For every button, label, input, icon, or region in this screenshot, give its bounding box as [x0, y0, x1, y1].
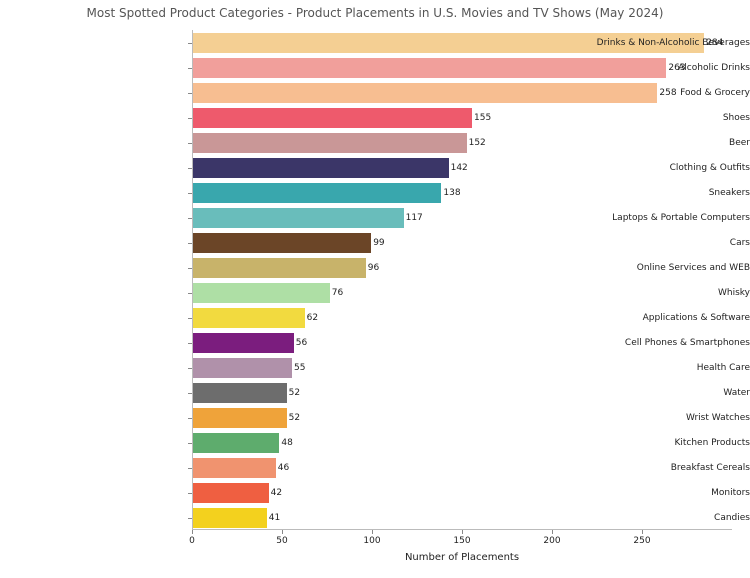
bar — [193, 308, 305, 328]
y-tick-label: Kitchen Products — [568, 436, 750, 450]
bar-value-label: 142 — [451, 158, 468, 178]
bar — [193, 383, 287, 403]
y-tick — [188, 343, 192, 344]
x-tick — [552, 530, 553, 534]
y-tick-label: Water — [568, 386, 750, 400]
x-tick-label: 50 — [276, 536, 287, 546]
bar — [193, 333, 294, 353]
bar-value-label: 52 — [289, 383, 300, 403]
x-tick-label: 100 — [363, 536, 380, 546]
bar — [193, 158, 449, 178]
y-tick-label: Drinks & Non-Alcoholic Beverages — [568, 36, 750, 50]
bar-value-label: 117 — [406, 208, 423, 228]
bar — [193, 358, 292, 378]
bar — [193, 458, 276, 478]
bar-value-label: 41 — [269, 508, 280, 528]
bar-value-label: 46 — [278, 458, 289, 478]
bar — [193, 208, 404, 228]
y-tick-label: Candies — [568, 511, 750, 525]
x-tick-label: 200 — [543, 536, 560, 546]
y-tick — [188, 368, 192, 369]
bar-value-label: 52 — [289, 408, 300, 428]
bar — [193, 183, 441, 203]
y-tick — [188, 43, 192, 44]
bar — [193, 108, 472, 128]
y-tick — [188, 93, 192, 94]
x-tick — [642, 530, 643, 534]
y-tick — [188, 493, 192, 494]
bar — [193, 133, 467, 153]
bar-value-label: 48 — [281, 433, 292, 453]
y-tick — [188, 418, 192, 419]
x-tick — [372, 530, 373, 534]
y-tick — [188, 243, 192, 244]
bar — [193, 408, 287, 428]
y-tick — [188, 318, 192, 319]
y-tick — [188, 293, 192, 294]
y-tick-label: Cars — [568, 236, 750, 250]
y-tick — [188, 218, 192, 219]
x-tick — [462, 530, 463, 534]
y-tick — [188, 468, 192, 469]
y-tick — [188, 393, 192, 394]
y-tick — [188, 443, 192, 444]
y-tick-label: Cell Phones & Smartphones — [568, 336, 750, 350]
y-tick-label: Applications & Software — [568, 311, 750, 325]
bar-value-label: 76 — [332, 283, 343, 303]
bar-value-label: 152 — [469, 133, 486, 153]
y-tick-label: Clothing & Outfits — [568, 161, 750, 175]
y-tick-label: Wrist Watches — [568, 411, 750, 425]
y-tick — [188, 268, 192, 269]
y-tick-label: Beer — [568, 136, 750, 150]
bar-value-label: 56 — [296, 333, 307, 353]
bar-value-label: 99 — [373, 233, 384, 253]
chart-title: Most Spotted Product Categories - Produc… — [0, 6, 750, 20]
y-tick — [188, 518, 192, 519]
bar — [193, 233, 371, 253]
bar-value-label: 42 — [271, 483, 282, 503]
bar — [193, 283, 330, 303]
bar-value-label: 155 — [474, 108, 491, 128]
bar-value-label: 138 — [443, 183, 460, 203]
x-tick-label: 150 — [453, 536, 470, 546]
y-tick-label: Laptops & Portable Computers — [568, 211, 750, 225]
y-tick-label: Online Services and WEB — [568, 261, 750, 275]
plot-inner: 2842632581551521421381179996766256555252… — [192, 30, 732, 530]
x-tick — [282, 530, 283, 534]
y-tick — [188, 118, 192, 119]
y-tick-label: Monitors — [568, 486, 750, 500]
y-tick-label: Alcoholic Drinks — [568, 61, 750, 75]
bar — [193, 508, 267, 528]
bar — [193, 258, 366, 278]
y-tick-label: Shoes — [568, 111, 750, 125]
y-tick-label: Breakfast Cereals — [568, 461, 750, 475]
y-tick — [188, 68, 192, 69]
bar-value-label: 62 — [307, 308, 318, 328]
x-tick-label: 0 — [189, 536, 195, 546]
y-tick-label: Food & Grocery — [568, 86, 750, 100]
x-tick — [192, 530, 193, 534]
y-tick-label: Health Care — [568, 361, 750, 375]
bar-value-label: 55 — [294, 358, 305, 378]
bar-value-label: 96 — [368, 258, 379, 278]
plot-area: 2842632581551521421381179996766256555252… — [192, 30, 732, 530]
y-tick — [188, 168, 192, 169]
x-tick-label: 250 — [633, 536, 650, 546]
bar — [193, 433, 279, 453]
y-tick-label: Whisky — [568, 286, 750, 300]
y-tick — [188, 193, 192, 194]
bar — [193, 483, 269, 503]
chart-container: Most Spotted Product Categories - Produc… — [0, 0, 750, 578]
y-tick — [188, 143, 192, 144]
x-axis-label: Number of Placements — [192, 552, 732, 563]
y-tick-label: Sneakers — [568, 186, 750, 200]
